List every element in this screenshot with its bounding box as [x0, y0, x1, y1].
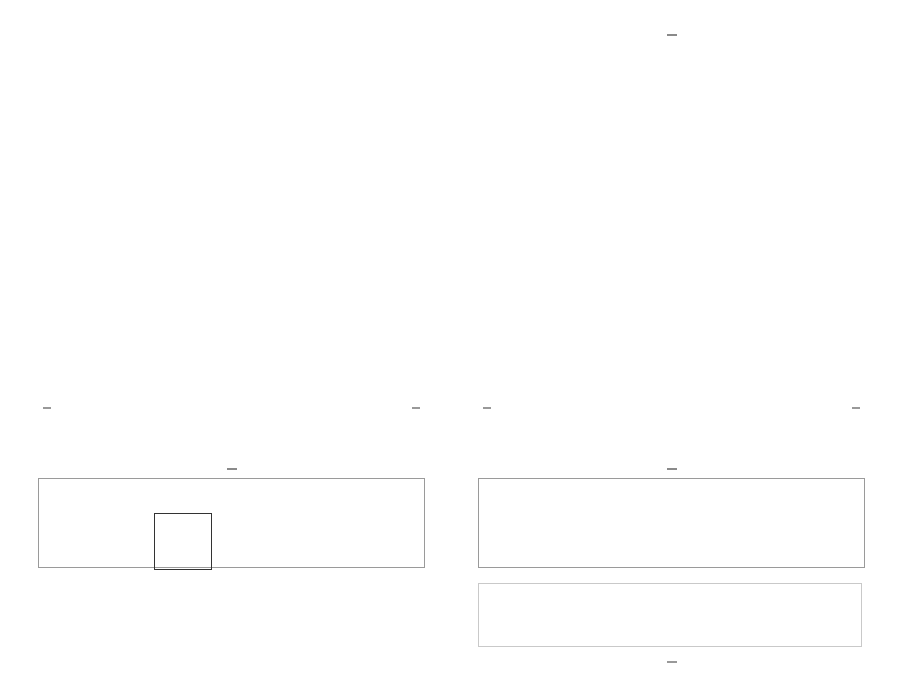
updates-note-right-map: [852, 407, 860, 409]
right-map-x-axis-labels: [478, 417, 865, 431]
left-table-update-time: [226, 468, 237, 470]
richterx-logo: [479, 615, 569, 616]
globe-inset-left: [0, 0, 76, 76]
footer-note-wrap: [478, 650, 865, 668]
globe-inset-right: [824, 2, 900, 78]
right-table-subtitle-wrap: [478, 457, 865, 475]
probability-table-after: [478, 478, 865, 568]
probability-table-before: [38, 478, 425, 568]
lambda-colorbar: [440, 33, 498, 413]
challenge-note: [666, 661, 677, 663]
earthquake-occurrence-note: [666, 34, 677, 36]
map-forecast-before: [38, 30, 425, 415]
lambda-legend-left-map: [412, 407, 420, 409]
updates-note-left-map: [43, 407, 51, 409]
right-map-subtitle-wrap: [478, 23, 865, 41]
right-table-update-time: [666, 468, 677, 470]
probability-timeseries-plot: [0, 560, 470, 676]
model-info-box: [478, 583, 862, 647]
left-table-subtitle-wrap: [38, 457, 425, 475]
lambda-legend-right-map: [483, 407, 491, 409]
map-forecast-after: [478, 30, 865, 415]
left-map-x-axis-labels: [38, 417, 425, 431]
